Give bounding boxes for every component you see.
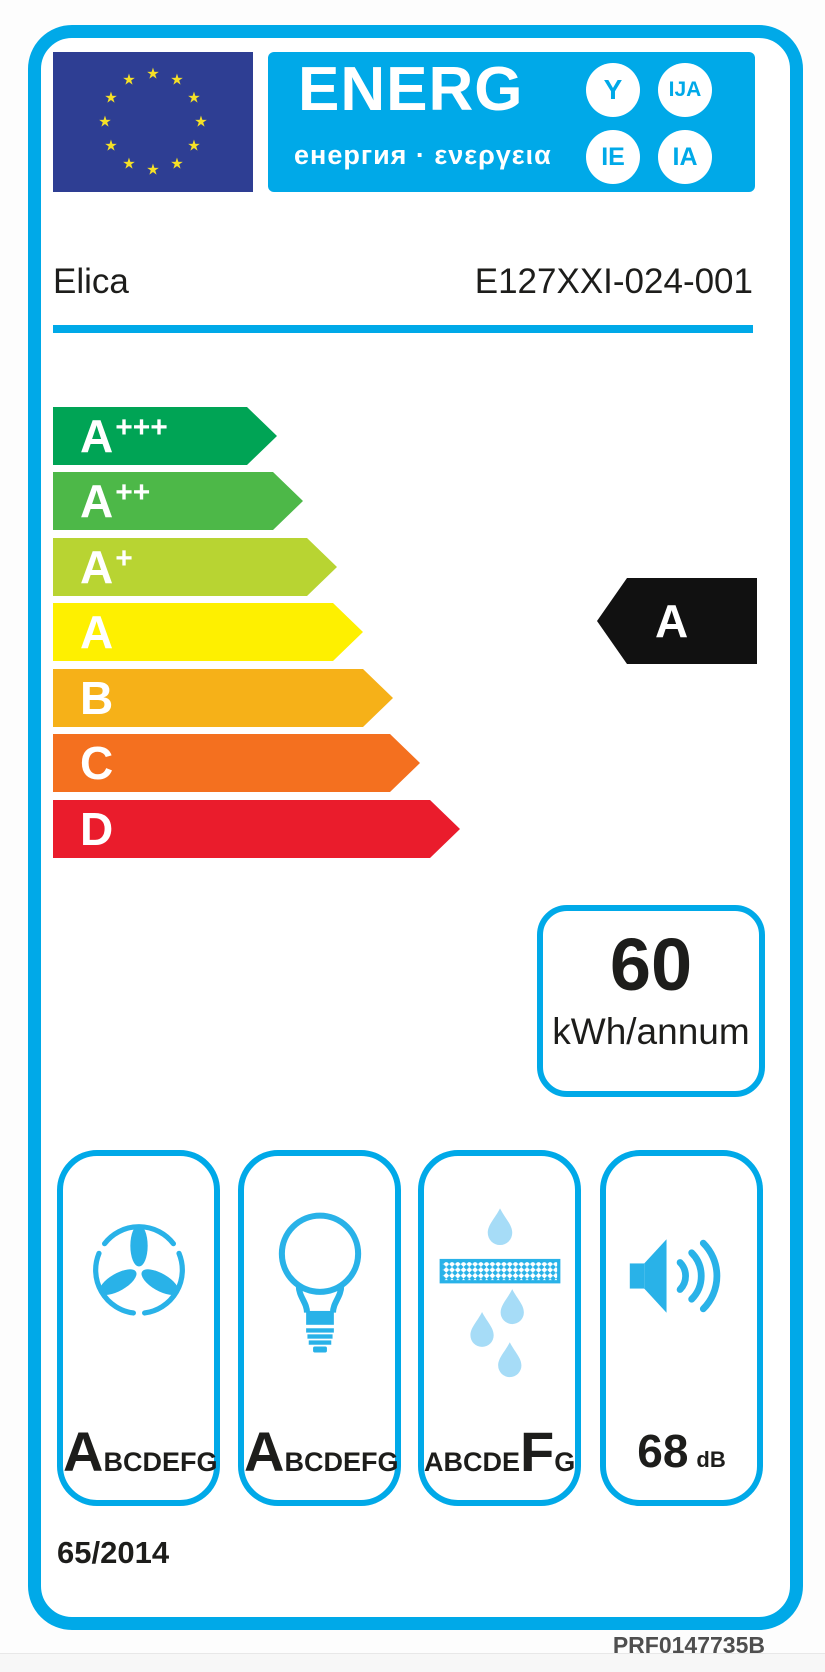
grease-class-scale-post: G (554, 1447, 576, 1477)
energ-suffix-circle-ia: IA (658, 130, 712, 184)
scale-grade: A (80, 541, 114, 593)
header-divider (53, 325, 753, 333)
lighting-class-bold: A (244, 1420, 285, 1483)
brand-name: Elica (53, 262, 129, 301)
eu-star: ★ (98, 113, 112, 131)
eu-star: ★ (187, 89, 201, 107)
scale-grade: D (80, 803, 114, 855)
noise-box: 68 dB (600, 1150, 763, 1506)
scale-grade: A (80, 475, 114, 527)
regulation-number: 65/2014 (57, 1535, 170, 1570)
energ-suffix-circle-ie: IE (586, 130, 640, 184)
energ-suffix-circle-y: Y (586, 63, 640, 117)
scale-plus: + (115, 542, 133, 575)
grease-filtering-box: ABCDEFG (418, 1150, 581, 1506)
energy-consumption-unit: kWh/annum (552, 1011, 750, 1052)
grease-filtering-class: ABCDEFG (424, 1419, 575, 1484)
eu-flag: ★ ★ ★ ★ ★ ★ ★ ★ ★ ★ ★ ★ (53, 52, 253, 192)
noise-value: 68 (637, 1425, 689, 1477)
scale-plus: ++ (115, 476, 151, 509)
assigned-rating-arrow: A (597, 578, 757, 664)
lighting-efficiency-box: ABCDEFG (238, 1150, 401, 1506)
noise-unit: dB (696, 1447, 726, 1472)
noise-value-row: 68 dB (606, 1424, 757, 1478)
eu-star: ★ (122, 155, 136, 173)
energ-logo-title: ENERG (298, 55, 524, 124)
scale-arrow-a: A (53, 603, 363, 661)
assigned-rating-grade: A (655, 595, 689, 647)
scale-arrow-b: B (53, 669, 393, 727)
eu-star: ★ (146, 65, 160, 83)
energy-consumption-box: 60 kWh/annum (537, 905, 765, 1097)
fan-icon (92, 1224, 185, 1316)
fan-class-bold: A (63, 1420, 104, 1483)
scale-arrow-d: D (53, 800, 460, 858)
eu-star: ★ (104, 137, 118, 155)
grease-class-scale-pre: ABCDE (424, 1447, 521, 1477)
eu-star: ★ (194, 113, 208, 131)
model-number: E127XXI-024-001 (474, 262, 753, 301)
lighting-class-scale: BCDEFG (284, 1447, 399, 1477)
scale-grade: A (80, 606, 114, 658)
eu-star: ★ (104, 89, 118, 107)
scale-plus: +++ (115, 411, 168, 444)
energ-logo-subtitle: енергия · ενεργεια (294, 140, 552, 170)
eu-star: ★ (122, 71, 136, 89)
lighting-efficiency-class: ABCDEFG (244, 1419, 399, 1484)
energy-label: ★ ★ ★ ★ ★ ★ ★ ★ ★ ★ ★ ★ ENERG енергия · … (28, 25, 803, 1630)
eu-star: ★ (170, 155, 184, 173)
scale-arrow-a-plus: A + (53, 538, 337, 596)
scale-arrow-a-plus-plus-plus: A +++ (53, 407, 277, 465)
eu-star: ★ (146, 161, 160, 179)
fan-efficiency-box: ABCDEFG (57, 1150, 220, 1506)
scale-arrow-c: C (53, 734, 420, 792)
fan-efficiency-class: ABCDEFG (63, 1419, 218, 1484)
energ-suffix-circle-ija: IJA (658, 63, 712, 117)
energ-logo: ENERG енергия · ενεργεια Y IJA IE IA (268, 52, 755, 192)
speaker-icon (629, 1239, 720, 1313)
eu-star: ★ (187, 137, 201, 155)
eu-star: ★ (170, 71, 184, 89)
energy-consumption-value: 60 (609, 923, 693, 1006)
scale-grade: C (80, 737, 114, 789)
scale-arrow-a-plus-plus: A ++ (53, 472, 303, 530)
grease-class-bold: F (520, 1420, 555, 1483)
scale-grade: B (80, 672, 114, 724)
lightbulb-icon (278, 1212, 361, 1353)
fan-class-scale: BCDEFG (103, 1447, 218, 1477)
grease-filter-icon (439, 1208, 560, 1378)
scale-grade: A (80, 410, 114, 462)
page-bottom-edge (0, 1653, 825, 1672)
